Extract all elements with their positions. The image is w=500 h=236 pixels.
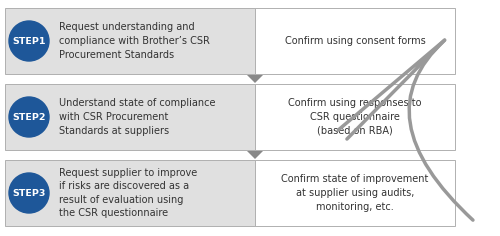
Text: STEP2: STEP2	[12, 113, 46, 122]
Text: Confirm state of improvement
at supplier using audits,
monitoring, etc.: Confirm state of improvement at supplier…	[282, 174, 428, 212]
Text: STEP1: STEP1	[12, 37, 46, 46]
Polygon shape	[247, 151, 263, 159]
FancyBboxPatch shape	[5, 160, 255, 226]
FancyBboxPatch shape	[5, 8, 255, 74]
Polygon shape	[247, 75, 263, 83]
Text: STEP3: STEP3	[12, 189, 46, 198]
Text: Understand state of compliance
with CSR Procurement
Standards at suppliers: Understand state of compliance with CSR …	[59, 98, 216, 136]
Text: Request supplier to improve
if risks are discovered as a
result of evaluation us: Request supplier to improve if risks are…	[59, 168, 197, 218]
Circle shape	[9, 97, 49, 137]
FancyBboxPatch shape	[5, 84, 255, 150]
Text: Confirm using responses to
CSR questionnaire
(based on RBA): Confirm using responses to CSR questionn…	[288, 98, 422, 136]
Text: Confirm using consent forms: Confirm using consent forms	[284, 36, 426, 46]
Circle shape	[9, 173, 49, 213]
FancyBboxPatch shape	[255, 84, 455, 150]
FancyBboxPatch shape	[255, 160, 455, 226]
FancyBboxPatch shape	[255, 8, 455, 74]
Text: Request understanding and
compliance with Brother’s CSR
Procurement Standards: Request understanding and compliance wit…	[59, 22, 210, 60]
Circle shape	[9, 21, 49, 61]
